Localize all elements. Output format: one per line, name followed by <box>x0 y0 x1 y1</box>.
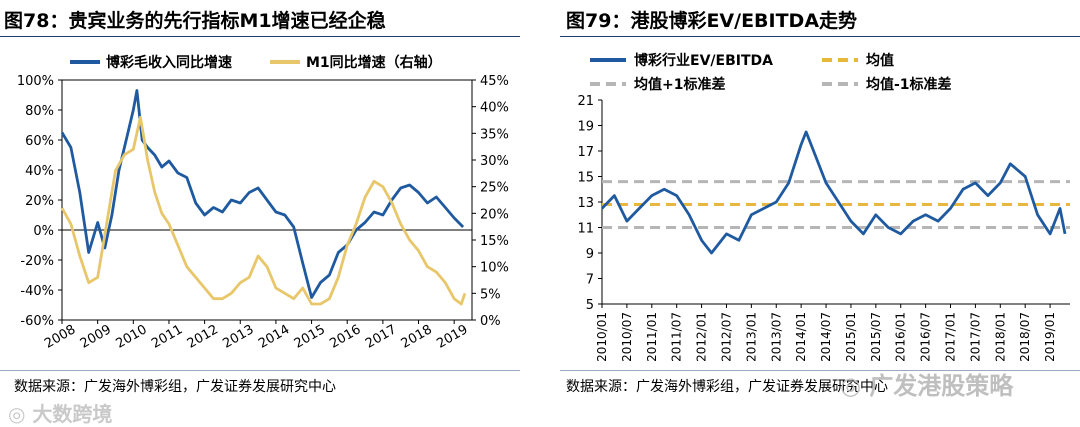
watermark-left: ◎ 大数跨境 <box>8 398 112 427</box>
y-right-tick-label-8: 5% <box>480 287 501 302</box>
y-tick-label-4: 13 <box>577 196 594 211</box>
y-tick-label-7: 7 <box>586 273 594 288</box>
x-tick-label-9: 2017 <box>363 322 399 352</box>
x-tick-label-14: 2017/01 <box>944 312 958 362</box>
x-tick-label-16: 2018/01 <box>993 312 1007 362</box>
watermark-left-text: 大数跨境 <box>32 402 113 426</box>
watermark-left-icon: ◎ <box>8 402 26 426</box>
x-tick-label-18: 2019/01 <box>1043 312 1057 362</box>
x-tick-label-12: 2016/01 <box>894 312 908 362</box>
y-left-tick-label-3: 40% <box>25 164 54 179</box>
x-tick-label-2: 2010 <box>113 322 149 352</box>
y-left-tick-label-1: 80% <box>25 104 54 119</box>
x-tick-label-7: 2015 <box>292 322 328 352</box>
x-tick-label-5: 2013 <box>220 322 256 352</box>
y-tick-label-2: 17 <box>577 145 594 160</box>
y-tick-label-3: 15 <box>577 171 594 186</box>
left-source-rule <box>0 370 520 371</box>
x-tick-label-6: 2014 <box>256 322 292 352</box>
legend-label-4: 均值-1标准差 <box>866 76 952 93</box>
x-tick-label-7: 2013/07 <box>769 312 783 362</box>
y-left-tick-label-5: 0% <box>33 224 54 239</box>
x-tick-label-5: 2012/07 <box>719 312 733 362</box>
x-tick-label-10: 2018 <box>399 322 435 352</box>
legend-label-2: M1同比增速（右轴） <box>306 54 442 71</box>
y-left-tick-label-0: 100% <box>17 74 54 89</box>
y-left-tick-label-8: -60% <box>20 314 54 329</box>
x-tick-label-0: 2010/01 <box>595 312 609 362</box>
y-tick-label-1: 19 <box>577 120 594 135</box>
right-title-rule <box>560 36 1080 37</box>
y-left-tick-label-4: 20% <box>25 194 54 209</box>
series-line-2 <box>60 115 467 306</box>
y-right-tick-label-4: 25% <box>480 181 509 196</box>
watermark-right-text: 广发港股策略 <box>869 372 1014 400</box>
y-right-tick-label-6: 15% <box>480 234 509 249</box>
legend-label-1: 博彩毛收入同比增速 <box>106 54 232 71</box>
y-tick-label-8: 5 <box>586 298 594 313</box>
x-tick-label-2: 2011/01 <box>645 312 659 362</box>
left-chart: 博彩毛收入同比增速 M1同比增速（右轴） 100% 80% 60% 40% 20% 0% -20… <box>17 54 509 352</box>
left-chart-title: 图78：贵宾业务的先行指标M1增速已经企稳 <box>4 10 386 32</box>
legend-label-2: 均值 <box>866 52 894 69</box>
y-right-tick-label-2: 35% <box>480 127 509 142</box>
y-right-tick-label-3: 30% <box>480 154 509 169</box>
right-source-note: 数据来源：广发海外博彩组，广发证券发展研究中心 <box>566 379 888 395</box>
right-chart-title: 图79：港股博彩EV/EBITDA走势 <box>566 10 858 32</box>
y-tick-label-5: 11 <box>577 222 594 237</box>
legend-label-3: 均值+1标准差 <box>634 76 725 93</box>
x-tick-label-10: 2015/01 <box>844 312 858 362</box>
y-tick-label-6: 9 <box>586 247 594 262</box>
y-left-tick-label-6: -20% <box>20 254 54 269</box>
x-tick-label-3: 2011 <box>149 322 185 352</box>
x-tick-label-1: 2009 <box>78 322 114 352</box>
x-tick-label-3: 2011/07 <box>670 312 684 362</box>
left-title-rule <box>0 36 520 37</box>
watermark-right-icon: ◎ <box>840 372 861 400</box>
right-source-rule <box>560 370 1080 371</box>
y-right-tick-label-0: 45% <box>480 74 509 89</box>
left-source-note: 数据来源：广发海外博彩组，广发证券发展研究中心 <box>14 379 336 395</box>
y-left-tick-label-7: -40% <box>20 284 54 299</box>
y-tick-label-0: 21 <box>577 94 594 109</box>
x-tick-label-15: 2017/07 <box>968 312 982 362</box>
series-line-ev-ebitda <box>600 130 1067 255</box>
x-tick-label-11: 2019 <box>434 322 470 352</box>
x-tick-label-13: 2016/07 <box>919 312 933 362</box>
y-left-tick-label-2: 60% <box>25 134 54 149</box>
x-tick-label-8: 2016 <box>327 322 363 352</box>
x-tick-label-9: 2014/07 <box>819 312 833 362</box>
x-tick-label-4: 2012 <box>185 322 221 352</box>
y-right-tick-label-7: 10% <box>480 261 509 276</box>
y-right-tick-label-9: 0% <box>480 314 501 329</box>
y-right-tick-label-5: 20% <box>480 207 509 222</box>
legend-label-1: 博彩行业EV/EBITDA <box>634 52 773 69</box>
y-right-tick-label-1: 40% <box>480 101 509 116</box>
x-tick-label-1: 2010/07 <box>620 312 634 362</box>
series-line-1 <box>60 89 465 299</box>
watermark-right: ◎ 广发港股策略 <box>840 366 1013 401</box>
x-tick-label-6: 2013/01 <box>744 312 758 362</box>
x-tick-label-8: 2014/01 <box>794 312 808 362</box>
x-tick-label-17: 2018/07 <box>1018 312 1032 362</box>
x-tick-label-11: 2015/07 <box>869 312 883 362</box>
x-tick-label-4: 2012/01 <box>695 312 709 362</box>
